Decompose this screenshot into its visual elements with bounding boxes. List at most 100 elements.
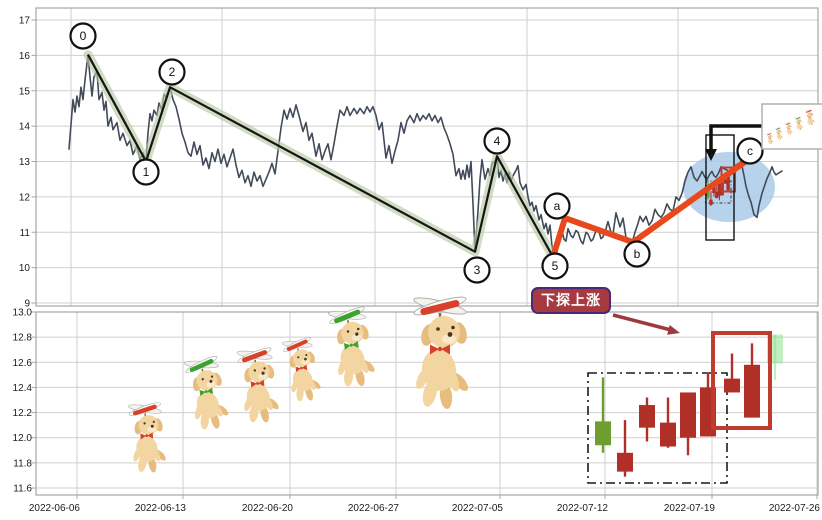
tick-label: 12.8 xyxy=(13,333,33,344)
bowtie-icon xyxy=(140,432,154,440)
flying-puppy xyxy=(804,109,815,126)
elliott-wave-lines xyxy=(83,50,558,262)
bowtie-icon xyxy=(768,137,771,140)
tick-label: 13 xyxy=(19,157,31,168)
tick-label: 11.6 xyxy=(13,484,32,495)
candle xyxy=(595,421,611,446)
wave-labels: 0 1 2 3 4 5 a b c xyxy=(69,22,764,284)
mini-candle xyxy=(717,183,722,196)
price-line-series xyxy=(68,53,783,258)
candle xyxy=(617,452,633,472)
helicopter-rotor-icon xyxy=(795,117,801,120)
helicopter-rotor-icon xyxy=(286,339,308,351)
bowtie-icon xyxy=(343,341,359,350)
bowtie-icon xyxy=(777,132,781,135)
abc-correction-line xyxy=(550,156,751,260)
bowtie-icon xyxy=(797,122,801,125)
tick-label: 10 xyxy=(19,263,31,274)
tick-label: 2022-06-27 xyxy=(348,503,400,514)
mini-candle xyxy=(715,191,719,199)
candlestick-series xyxy=(587,331,783,484)
bowtie-icon xyxy=(430,344,450,355)
svg-text:2: 2 xyxy=(169,65,176,79)
helicopter-rotor-icon xyxy=(242,350,268,363)
svg-text:4: 4 xyxy=(494,134,501,148)
wave-label-a: a xyxy=(543,192,571,220)
mini-candle xyxy=(709,199,713,205)
helicopter-rotor-icon xyxy=(189,358,214,372)
flying-puppy xyxy=(128,402,166,473)
helicopter-rotor-icon xyxy=(786,122,791,125)
candle xyxy=(660,422,676,447)
wave-label-4: 4 xyxy=(483,127,511,155)
candle xyxy=(680,392,696,438)
flying-puppy xyxy=(766,132,774,145)
svg-text:3: 3 xyxy=(474,263,481,277)
tick-label: 2022-06-13 xyxy=(135,503,187,514)
mini-candle xyxy=(712,187,716,194)
candle xyxy=(744,364,760,418)
bowtie-icon xyxy=(250,379,265,388)
helicopter-rotor-icon xyxy=(776,127,781,130)
wave-label-3: 3 xyxy=(463,256,491,284)
mini-candle xyxy=(723,180,728,184)
tick-label: 12 xyxy=(19,192,31,203)
wave-label-1: 1 xyxy=(132,158,160,186)
flying-puppy xyxy=(794,116,803,131)
tick-label: 12.2 xyxy=(13,408,33,419)
tick-label: 2022-06-20 xyxy=(242,503,294,514)
down-arrowhead-icon xyxy=(705,149,717,161)
puppy-ladder xyxy=(128,296,469,473)
tick-label: 16 xyxy=(19,51,31,62)
annotation-label: 下探上涨 xyxy=(531,287,611,314)
helicopter-rotor-icon xyxy=(132,404,157,416)
wave-label-0: 0 xyxy=(69,22,97,50)
flying-puppy xyxy=(785,122,793,135)
mini-candle xyxy=(726,176,730,191)
bowtie-icon xyxy=(199,387,214,397)
tick-label: 11 xyxy=(20,228,31,239)
tick-label: 11.8 xyxy=(13,458,32,469)
helicopter-rotor-icon xyxy=(334,309,361,324)
tick-label: 2022-07-05 xyxy=(452,503,504,514)
helicopter-rotor-icon xyxy=(767,133,772,136)
mini-candle xyxy=(706,191,710,198)
flying-puppy xyxy=(183,356,229,430)
flying-puppy xyxy=(236,347,279,423)
helicopter-rotor-icon xyxy=(420,300,460,316)
tick-label: 2022-07-19 xyxy=(664,503,716,514)
bowtie-icon xyxy=(787,127,791,130)
arrowhead-icon xyxy=(667,325,680,335)
axis-tick-labels: 1716151413121110913.012.812.612.412.212.… xyxy=(13,16,821,515)
highlight-box xyxy=(711,331,772,430)
svg-text:c: c xyxy=(747,144,753,158)
tick-label: 12.4 xyxy=(13,383,33,394)
tick-label: 15 xyxy=(19,86,31,97)
annotation-arrow xyxy=(612,313,680,335)
svg-text:b: b xyxy=(634,247,641,261)
bowtie-icon xyxy=(295,364,308,373)
tick-label: 17 xyxy=(19,16,31,27)
helicopter-rotor-icon xyxy=(806,109,812,113)
elbow-arrow xyxy=(705,124,764,161)
bowtie-icon xyxy=(808,116,812,119)
wave-label-5: 5 xyxy=(541,252,569,280)
flying-puppy xyxy=(775,127,783,140)
wave-label-2: 2 xyxy=(158,58,186,86)
flying-puppy xyxy=(413,296,469,409)
flying-puppy xyxy=(281,337,321,402)
candle xyxy=(724,378,740,393)
candle xyxy=(639,405,655,428)
tick-label: 2022-06-06 xyxy=(29,503,81,514)
tick-label: 13.0 xyxy=(13,308,33,319)
tick-label: 12.6 xyxy=(13,358,33,369)
wave-label-b: b xyxy=(623,240,651,268)
tick-label: 9 xyxy=(24,299,30,310)
tick-label: 2022-07-26 xyxy=(769,503,821,514)
flying-puppy xyxy=(327,306,375,387)
tick-label: 12.0 xyxy=(13,433,33,444)
svg-text:a: a xyxy=(554,199,561,213)
thumbnail-inset xyxy=(761,103,822,150)
